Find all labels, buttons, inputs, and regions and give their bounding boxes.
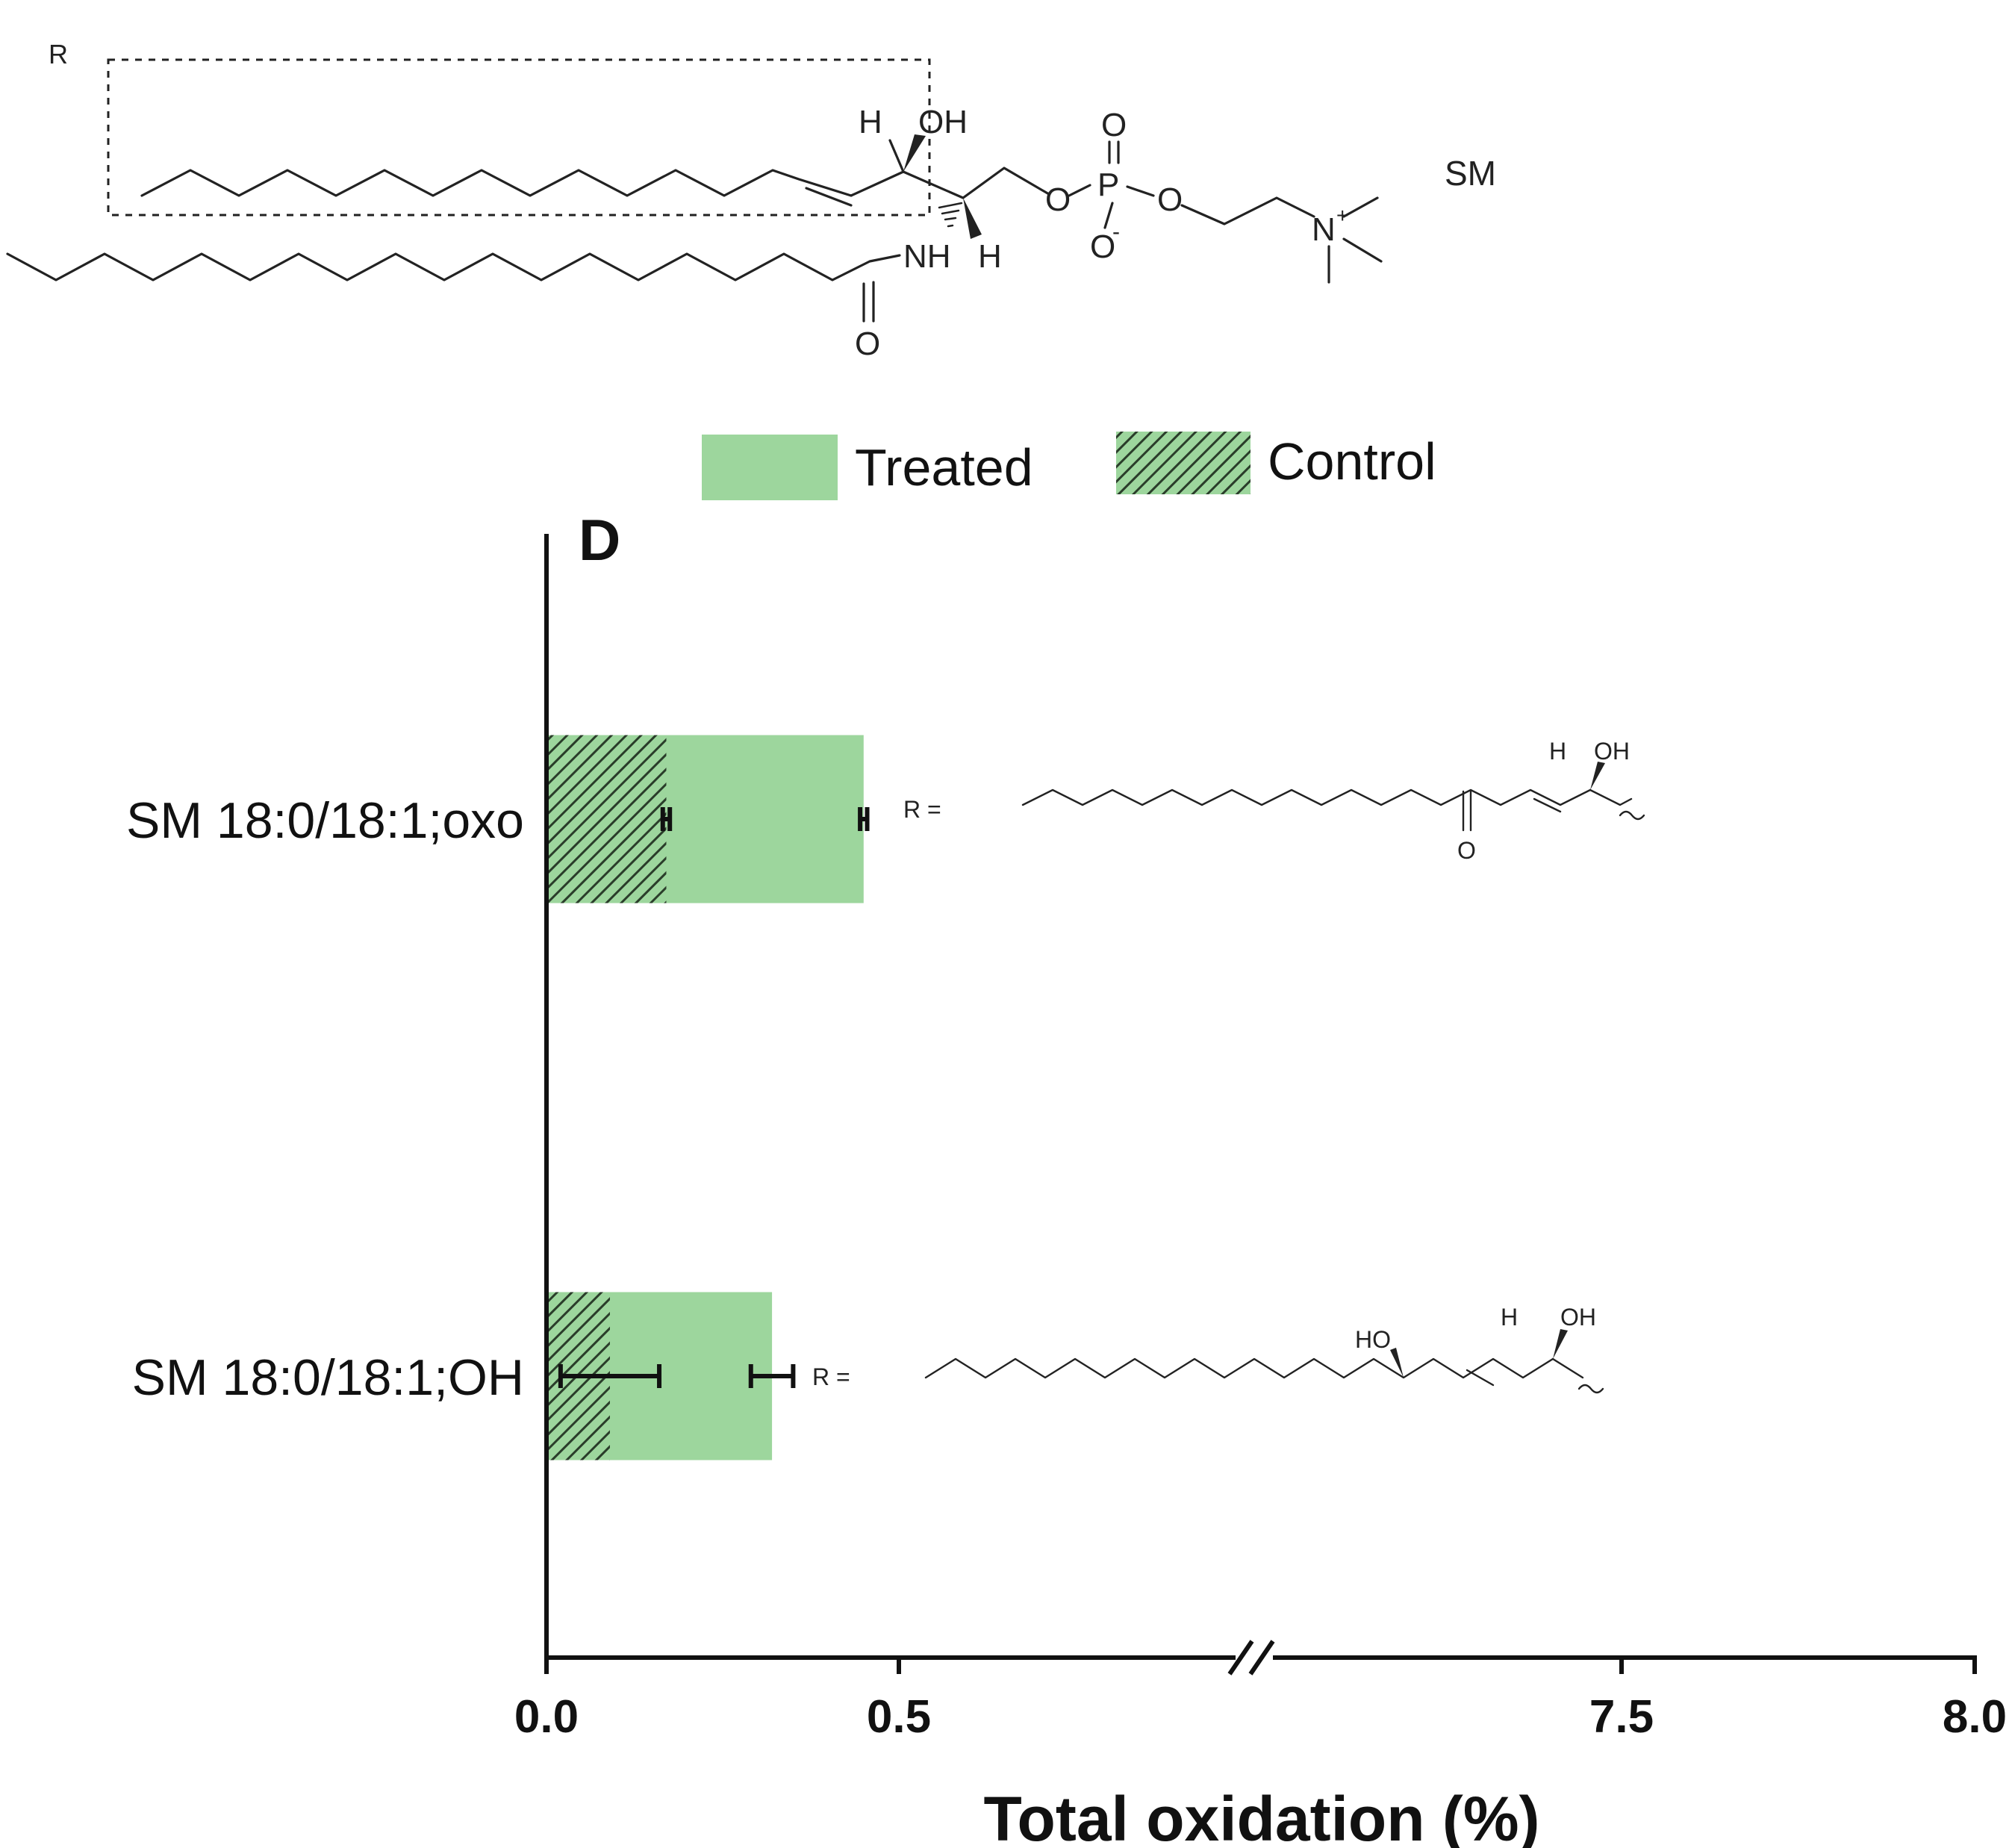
category-label: SM 18:0/18:1;oxo [126,792,524,849]
x-tick-label: 0.5 [867,1691,931,1743]
atom-o-amide: O [855,326,880,362]
acyl-chain [6,252,901,281]
r-oh-oh: OH [1560,1304,1596,1331]
atom-h-top: H [859,104,882,140]
bar-control [546,735,667,903]
r-oxo-double [1533,797,1562,813]
r-structure-oxo: R = O H OH [903,738,1645,864]
legend: Treated Control [702,432,1436,500]
x-tick-label: 8.0 [1943,1691,2007,1743]
r-oh-h: H [1501,1304,1518,1331]
r-dashed-box [107,58,931,217]
sphingoid-chain [140,169,905,197]
legend-label-treated: Treated [855,438,1033,497]
legend-label-control: Control [1268,432,1436,491]
r-oxo-oh: OH [1594,738,1630,765]
r-oh-double [1466,1369,1495,1387]
plus-sign: + [1336,204,1348,227]
r-oxo-wavy [1619,810,1645,821]
r-oxo-h: H [1549,738,1566,765]
r-oxo-wedge [1590,762,1605,790]
n-methyl-1 [1342,196,1379,218]
r-oxo-chain [1021,788,1592,806]
atom-p: P [1097,167,1119,203]
atom-h-bottom: H [978,238,1002,275]
n-methyl-2 [1342,237,1383,263]
backbone-chain [902,167,1050,199]
atom-o-minus: O [1090,228,1115,265]
atom-o-left: O [1045,181,1071,218]
r-oh-ho: HO [1355,1326,1391,1353]
atom-nh: NH [903,238,951,275]
panel-label: D [579,507,620,573]
p-o-right-bond [1126,185,1155,197]
axis-break-mark-1 [1227,1640,1254,1676]
sphingomyelin-structure: R H OH NH H O P O O - O [6,39,1496,362]
r-oh-chain [924,1357,1554,1379]
r-oh-wavy [1577,1384,1604,1394]
axis-break-mark-2 [1248,1640,1275,1676]
choline-chain [1180,196,1315,225]
stereo-wedge-oh [903,134,926,172]
sm-label: SM [1445,154,1496,193]
p-ominus-bond [1103,202,1114,229]
o-p-bond [1068,184,1091,197]
c3-h-bond [888,139,905,173]
bar-chart: SM 18:0/18:1;oxo SM 18:0/18:1;OH 0.0 0.5 7.5… [126,534,2007,1848]
r-eq-label-oxo: R = [903,796,941,823]
atom-o-phos: O [1101,107,1127,143]
atom-o-right: O [1157,181,1183,218]
x-tick-label: 7.5 [1589,1691,1654,1743]
minus-sign: - [1112,220,1120,244]
atom-n-plus: N [1312,211,1336,248]
r-label: R [49,39,68,69]
r-oh-wedge-ho [1390,1348,1404,1378]
r-oxo-o: O [1457,837,1476,864]
r-oh-tail [1551,1357,1584,1379]
stereo-wedge-h [963,198,982,239]
atom-oh-top: OH [918,104,968,140]
r-oh-wedge-oh [1553,1329,1568,1359]
r-eq-label-oh: R = [812,1363,850,1390]
stereo-hash-nh [938,202,963,228]
legend-swatch-treated [702,435,838,500]
x-tick-label: 0.0 [514,1691,579,1743]
x-axis-title: Total oxidation (%) [983,1784,1539,1848]
r-oxo-tail [1589,788,1633,806]
r-structure-oh: R = HO H OH [812,1304,1604,1394]
double-bond-line [805,187,853,207]
category-label: SM 18:0/18:1;OH [132,1349,524,1406]
legend-swatch-control [1116,432,1251,494]
